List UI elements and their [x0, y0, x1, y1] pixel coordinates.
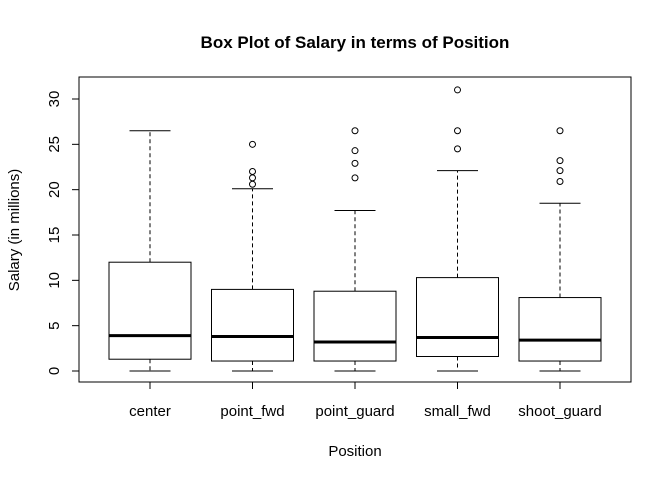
chart-title: Box Plot of Salary in terms of Position: [201, 33, 510, 52]
outlier-point_fwd-2: [249, 168, 256, 176]
box-point_fwd: [211, 288, 294, 362]
y-tick-label-6: 30: [46, 91, 63, 108]
box-group-small_fwd: [416, 86, 499, 372]
outlier-shoot_guard-2: [556, 157, 564, 165]
outlier-small_fwd-1: [454, 127, 461, 135]
y-tick-label-0: 0: [46, 367, 63, 375]
box-shoot_guard: [518, 297, 602, 362]
x-axis-label: Position: [328, 443, 381, 460]
y-tick-label-3: 15: [46, 227, 63, 244]
y-tick-label-2: 10: [46, 272, 63, 289]
y-tick-label-4: 20: [46, 181, 63, 198]
box-group-point_guard: [313, 127, 397, 372]
outlier-point_fwd-3: [249, 140, 256, 148]
y-tick-label-5: 25: [46, 136, 63, 153]
outlier-small_fwd-0: [454, 145, 461, 153]
outlier-point_guard-3: [351, 127, 359, 135]
outlier-shoot_guard-1: [556, 167, 564, 175]
box-group-center: [108, 130, 192, 372]
y-axis-label: Salary (in millions): [6, 169, 23, 292]
y-axis: 0 5 10 15 20 25 30: [46, 91, 80, 375]
outlier-point_fwd-0: [249, 180, 256, 188]
box-group-point_fwd: [211, 140, 294, 372]
outlier-shoot_guard-0: [556, 178, 564, 186]
outlier-point_guard-1: [351, 159, 359, 167]
box-small_fwd: [416, 277, 499, 357]
box-center: [108, 261, 192, 360]
x-axis: center point_fwd point_guard small_fwd shoot…: [129, 381, 602, 420]
x-tick-label-small_fwd: small_fwd: [424, 403, 491, 420]
outlier-point_guard-0: [351, 174, 359, 182]
x-tick-label-shoot_guard: shoot_guard: [518, 403, 601, 420]
outlier-shoot_guard-3: [556, 127, 564, 135]
box-series: [108, 86, 602, 372]
outlier-point_fwd-1: [249, 174, 256, 182]
box-point_guard: [313, 290, 397, 362]
x-tick-label-center: center: [129, 403, 171, 420]
box-group-shoot_guard: [518, 127, 602, 372]
y-tick-label-1: 5: [46, 321, 63, 329]
outlier-small_fwd-2: [454, 86, 461, 94]
x-tick-label-point_guard: point_guard: [315, 403, 394, 420]
x-tick-label-point_fwd: point_fwd: [220, 403, 284, 420]
outlier-point_guard-2: [351, 147, 359, 155]
